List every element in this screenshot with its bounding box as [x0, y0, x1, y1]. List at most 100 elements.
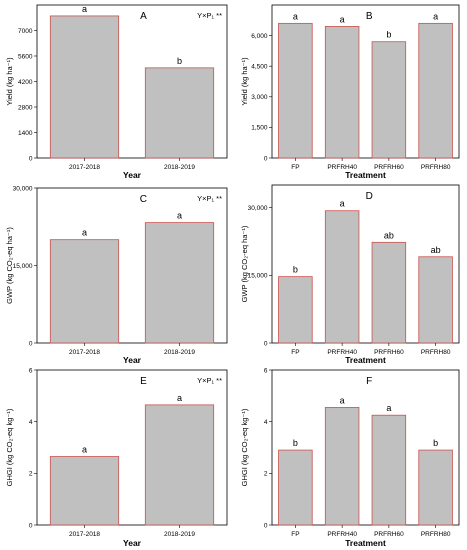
- panel-e-bar-1: [144, 404, 215, 526]
- panel-c-bar-1: [144, 222, 215, 344]
- panel-e-frame: [36, 369, 228, 526]
- panel-e-ytick-label: 4: [29, 419, 33, 426]
- panel-d-sig-letter-3: ab: [431, 245, 441, 255]
- panel-d-xtick-label: PRFRH60: [374, 349, 404, 356]
- panel-d-bar-1: [324, 210, 360, 344]
- panel-b-ytick-label: 0: [264, 155, 268, 162]
- panel-e-ytick-label: 6: [29, 367, 33, 374]
- panel-d-xtick-label: PRFRH40: [327, 349, 357, 356]
- panel-f-ytick-label: 2: [264, 471, 268, 478]
- panel-f-sig-letter-1: a: [340, 395, 345, 405]
- panel-d-xlabel: Treatment: [345, 355, 386, 365]
- panel-a-letter: A: [140, 11, 147, 22]
- panel-b-ylabel: Yield (kg ha⁻¹): [240, 57, 249, 106]
- panel-d-frame: [271, 184, 460, 344]
- panel-a-ytick-label: 5600: [18, 53, 33, 60]
- panel-b-sig-letter-1: a: [340, 14, 345, 24]
- panel-f-sig-letter-3: b: [433, 438, 438, 448]
- panel-f-xtick-label: PRFRH80: [421, 531, 451, 538]
- panel-f-ytick-label: 4: [264, 419, 268, 426]
- panel-f-letter: F: [366, 376, 372, 387]
- panel-d-ytick-label: 30,000: [248, 205, 268, 212]
- panel-f-sig-letter-0: b: [293, 438, 298, 448]
- panel-f-ytick-label: 0: [264, 522, 268, 529]
- panel-d-bar-0: [278, 276, 313, 344]
- panel-f-ylabel: GHGI (kg CO₂-eq kg⁻¹): [240, 408, 249, 486]
- panel-a-xtick-label: 2018-2019: [164, 164, 195, 171]
- panel-a-bar-1: [144, 67, 215, 159]
- panel-b-letter: B: [366, 11, 373, 22]
- panel-c-xlabel: Year: [123, 355, 142, 365]
- panel-a-xlabel: Year: [123, 170, 142, 180]
- panel-e-annotation: Y×P₁ **: [197, 376, 222, 385]
- panel-f-sig-letter-2: a: [386, 403, 391, 413]
- panel-a-ytick-label: 2800: [18, 104, 33, 111]
- panel-b-bar-2: [371, 41, 407, 159]
- panel-a-ytick-label: 7000: [18, 28, 33, 35]
- panel-d-sig-letter-0: b: [293, 265, 298, 275]
- panel-d-bar-3: [418, 256, 453, 344]
- panel-c-ytick-label: 30,000: [13, 185, 33, 192]
- panel-f-xtick-label: PRFRH40: [327, 531, 357, 538]
- panel-a-ylabel: Yield (kg ha⁻¹): [5, 57, 14, 106]
- panel-b-bar-3: [418, 22, 453, 159]
- panel-d-letter: D: [366, 191, 373, 202]
- panel-a-bar-0: [49, 15, 120, 159]
- panel-d-ylabel: GWP (kg CO₂-eq ha⁻¹): [240, 225, 249, 302]
- panel-a-xtick-label: 2017-2018: [69, 164, 100, 171]
- panel-b-xtick-label: FP: [291, 164, 299, 171]
- panel-e-xtick-label: 2018-2019: [164, 531, 195, 538]
- panel-b-xtick-label: PRFRH40: [327, 164, 357, 171]
- panel-f-ytick-label: 6: [264, 367, 268, 374]
- panel-a-annotation: Y×P₁ **: [197, 11, 222, 20]
- panel-e-letter: E: [140, 376, 147, 387]
- panel-b-xtick-label: PRFRH60: [374, 164, 404, 171]
- panel-a-ytick-label: 1400: [18, 130, 33, 137]
- panel-b-sig-letter-0: a: [293, 11, 298, 21]
- panel-a-ytick-label: 4200: [18, 79, 33, 86]
- panel-b-sig-letter-2: b: [386, 30, 391, 40]
- panel-c-ylabel: GWP (kg CO₂-eq ha⁻¹): [5, 227, 14, 304]
- panel-e-xtick-label: 2017-2018: [69, 531, 100, 538]
- panel-e-sig-letter-1: a: [177, 393, 182, 403]
- panel-e-sig-letter-0: a: [82, 445, 87, 455]
- panel-e-ylabel: GHGI (kg CO₂-eq kg⁻¹): [5, 408, 14, 486]
- panel-e-bar-0: [49, 456, 120, 526]
- panel-c-xtick-label: 2018-2019: [164, 349, 195, 356]
- panel-f-xlabel: Treatment: [345, 538, 386, 548]
- panel-f-bar-2: [371, 414, 407, 526]
- panel-c-sig-letter-0: a: [82, 228, 87, 238]
- panel-b-xtick-label: PRFRH80: [421, 164, 451, 171]
- panel-f-xtick-label: FP: [291, 531, 299, 538]
- panel-d-bar-2: [371, 241, 407, 344]
- panel-b-sig-letter-3: a: [433, 11, 438, 21]
- panel-f-xtick-label: PRFRH60: [374, 531, 404, 538]
- panel-d-xtick-label: FP: [291, 349, 299, 356]
- panel-b-ytick-label: 4,500: [251, 64, 268, 71]
- panel-c-sig-letter-1: a: [177, 211, 182, 221]
- panel-c-annotation: Y×P₁ **: [197, 194, 222, 203]
- panel-b-bar-1: [324, 26, 360, 159]
- panel-e-ytick-label: 2: [29, 471, 33, 478]
- panel-a-sig-letter-1: b: [177, 56, 182, 66]
- panel-b-ytick-label: 3,000: [251, 94, 268, 101]
- panel-d-sig-letter-1: a: [340, 199, 345, 209]
- panel-b-xlabel: Treatment: [345, 170, 386, 180]
- panel-f-bar-0: [278, 449, 313, 526]
- panel-b-bar-0: [278, 22, 313, 159]
- panel-f-bar-1: [324, 407, 360, 526]
- panel-f-bar-3: [418, 449, 453, 526]
- panel-c-bar-0: [49, 239, 120, 344]
- panel-c-letter: C: [140, 194, 147, 205]
- panel-a-sig-letter-0: a: [82, 4, 87, 14]
- panel-e-ytick-label: 0: [29, 522, 33, 529]
- panel-d-sig-letter-2: ab: [384, 230, 394, 240]
- panel-c-ytick-label: 15,000: [13, 263, 33, 270]
- panel-b-ytick-label: 1,500: [251, 125, 268, 132]
- panel-e-xlabel: Year: [123, 538, 142, 548]
- panel-c-ytick-label: 0: [29, 340, 33, 347]
- panel-d-xtick-label: PRFRH80: [421, 349, 451, 356]
- panel-a-ytick-label: 0: [29, 155, 33, 162]
- panel-c-xtick-label: 2017-2018: [69, 349, 100, 356]
